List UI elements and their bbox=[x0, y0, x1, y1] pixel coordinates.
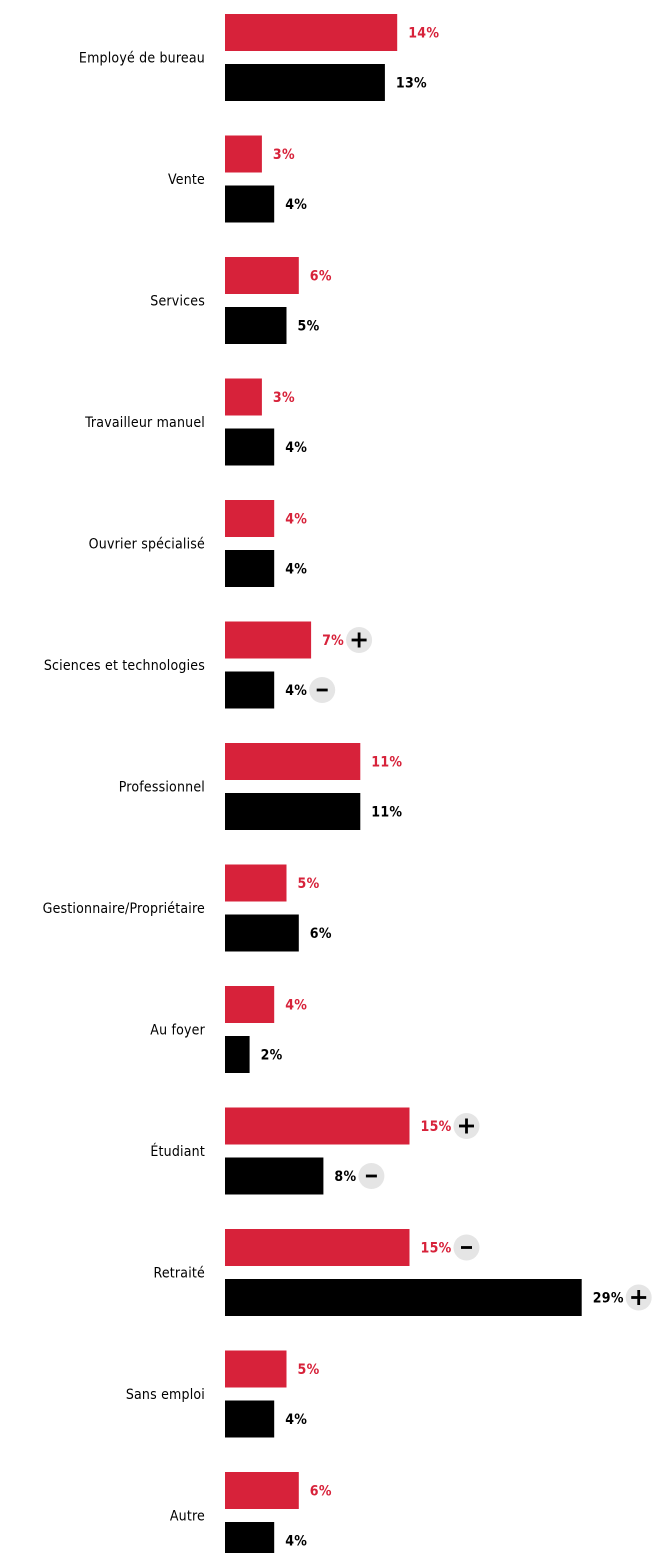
category-label: Employé de bureau bbox=[79, 51, 205, 67]
bar bbox=[225, 14, 398, 51]
minus-badge-icon bbox=[453, 1234, 480, 1261]
data-label: 15% bbox=[421, 1241, 452, 1257]
bar bbox=[225, 1472, 299, 1509]
category-label: Sciences et technologies bbox=[44, 658, 205, 674]
bar bbox=[225, 135, 262, 173]
category-group: Étudiant 15% 8% bbox=[150, 1107, 480, 1195]
bar bbox=[225, 1229, 410, 1266]
data-label: 4% bbox=[285, 1534, 307, 1550]
bar bbox=[225, 428, 275, 466]
bar bbox=[225, 793, 361, 830]
bar bbox=[225, 1400, 275, 1438]
plus-badge-icon bbox=[346, 627, 373, 653]
bar bbox=[225, 1107, 410, 1145]
category-group: Sans emploi 5% 4% bbox=[126, 1350, 320, 1438]
category-label: Autre bbox=[170, 1509, 205, 1525]
category-label: Travailleur manuel bbox=[84, 415, 205, 431]
data-label: 2% bbox=[261, 1048, 283, 1064]
category-group: Vente 3% 4% bbox=[168, 135, 307, 223]
data-label: 7% bbox=[322, 633, 344, 649]
category-label: Retraité bbox=[154, 1266, 206, 1282]
data-label: 3% bbox=[273, 390, 295, 406]
bar bbox=[225, 500, 275, 537]
data-label: 3% bbox=[273, 147, 295, 163]
data-label: 4% bbox=[285, 998, 307, 1014]
data-label: 6% bbox=[310, 1484, 332, 1500]
category-group: Employé de bureau 14% 13% bbox=[79, 14, 439, 101]
category-group: Gestionnaire/Propriétaire 5% 6% bbox=[43, 864, 332, 952]
data-label: 4% bbox=[285, 562, 307, 578]
data-label: 6% bbox=[310, 926, 332, 942]
data-label: 4% bbox=[285, 683, 307, 699]
category-group: Autre 6% 4% bbox=[170, 1472, 332, 1553]
bar bbox=[225, 671, 275, 709]
data-label: 5% bbox=[298, 319, 320, 335]
category-label: Professionnel bbox=[119, 780, 205, 796]
bar bbox=[225, 185, 275, 223]
category-group: Services 6% 5% bbox=[150, 257, 332, 344]
bar bbox=[225, 378, 262, 416]
data-label: 5% bbox=[298, 1362, 320, 1378]
plus-v-stroke bbox=[357, 632, 361, 648]
bar bbox=[225, 307, 287, 344]
data-label: 11% bbox=[371, 755, 402, 771]
minus-badge-icon bbox=[309, 677, 336, 703]
bar bbox=[225, 986, 275, 1023]
category-label: Étudiant bbox=[150, 1143, 205, 1160]
category-group: Retraité 15% 29% bbox=[154, 1229, 652, 1316]
data-label: 6% bbox=[310, 269, 332, 285]
data-label: 4% bbox=[285, 197, 307, 213]
bar bbox=[225, 1036, 250, 1073]
category-label: Ouvrier spécialisé bbox=[89, 537, 205, 553]
bar bbox=[225, 1350, 287, 1388]
minus-stroke bbox=[461, 1246, 472, 1249]
category-label: Services bbox=[150, 294, 205, 310]
bar bbox=[225, 1157, 324, 1195]
bar bbox=[225, 257, 299, 294]
category-group: Professionnel 11% 11% bbox=[119, 743, 402, 830]
bar bbox=[225, 1279, 582, 1316]
bar bbox=[225, 1522, 275, 1553]
bar bbox=[225, 621, 312, 659]
category-label: Sans emploi bbox=[126, 1387, 205, 1403]
data-label: 4% bbox=[285, 512, 307, 528]
category-label: Vente bbox=[168, 172, 205, 188]
category-group: Travailleur manuel 3% 4% bbox=[84, 378, 307, 466]
minus-stroke bbox=[365, 1174, 377, 1178]
data-label: 15% bbox=[421, 1119, 452, 1135]
plus-badge-icon bbox=[625, 1284, 652, 1311]
data-label: 8% bbox=[334, 1169, 356, 1185]
plus-v-stroke bbox=[465, 1118, 468, 1134]
bar bbox=[225, 550, 275, 587]
plus-v-stroke bbox=[637, 1290, 641, 1305]
bar bbox=[225, 864, 287, 902]
data-label: 13% bbox=[396, 76, 427, 92]
category-label: Gestionnaire/Propriétaire bbox=[43, 901, 205, 917]
data-label: 4% bbox=[285, 440, 307, 456]
data-label: 11% bbox=[371, 805, 402, 821]
plus-badge-icon bbox=[453, 1113, 480, 1139]
category-group: Au foyer 4% 2% bbox=[150, 986, 307, 1073]
category-group: Sciences et technologies 7% 4% bbox=[44, 621, 373, 709]
minus-badge-icon bbox=[358, 1163, 385, 1189]
minus-stroke bbox=[316, 688, 328, 692]
bar bbox=[225, 914, 299, 952]
category-label: Au foyer bbox=[150, 1023, 205, 1039]
data-label: 4% bbox=[285, 1412, 307, 1428]
data-label: 14% bbox=[408, 26, 439, 42]
data-label: 29% bbox=[593, 1291, 624, 1307]
bar bbox=[225, 64, 385, 101]
category-group: Ouvrier spécialisé 4% 4% bbox=[89, 500, 307, 587]
bar bbox=[225, 743, 361, 780]
data-label: 5% bbox=[298, 876, 320, 892]
